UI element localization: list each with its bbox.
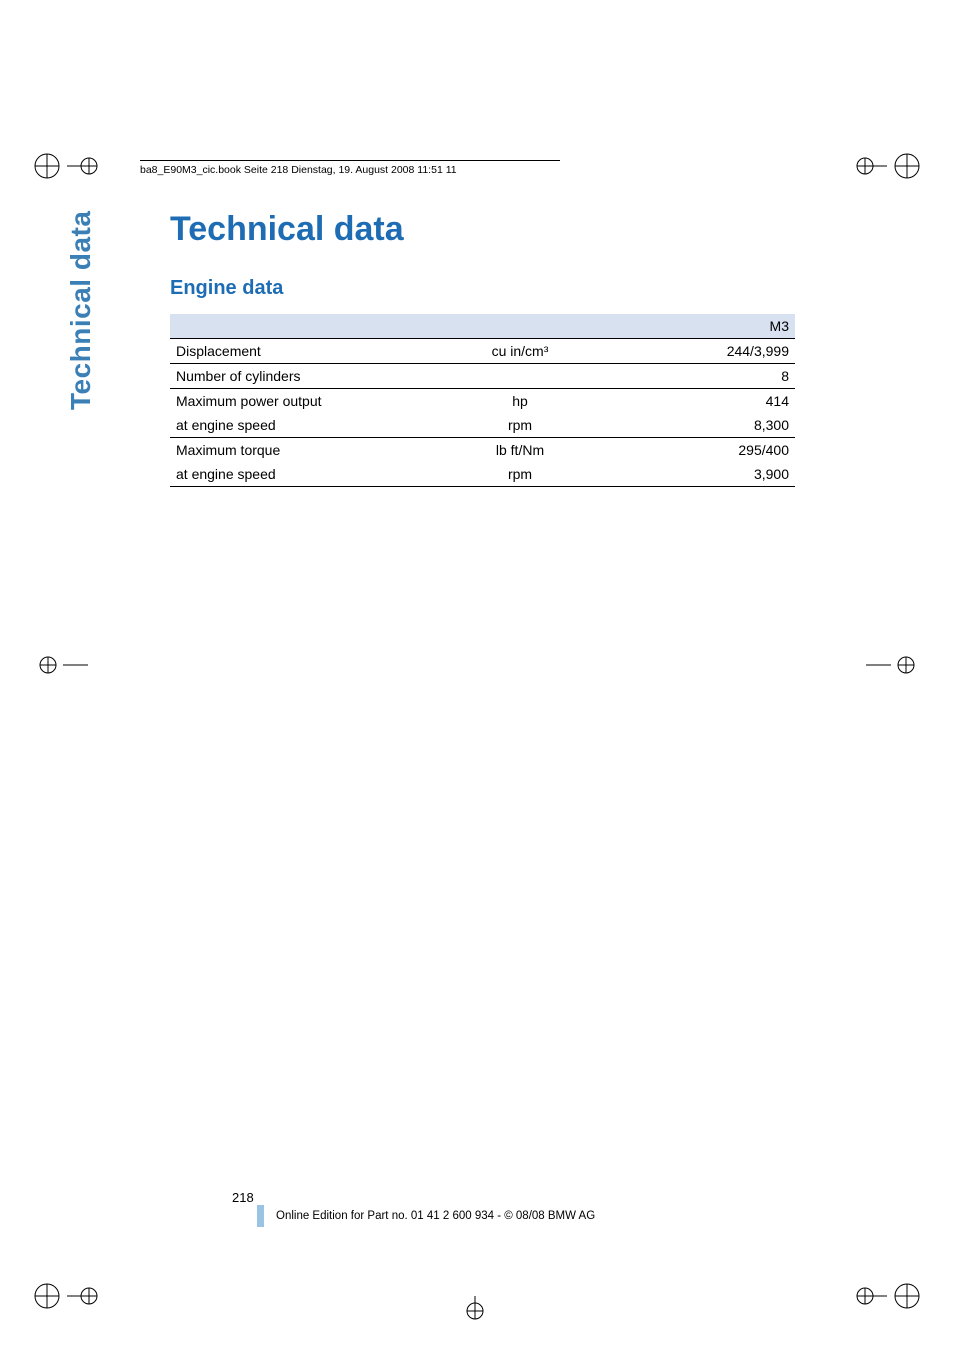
table-row: at engine speedrpm3,900 xyxy=(170,462,795,487)
running-head: ba8_E90M3_cic.book Seite 218 Dienstag, 1… xyxy=(140,164,457,176)
spec-label: Maximum torque xyxy=(170,438,445,463)
running-head-rule xyxy=(140,160,560,161)
table-row: Number of cylinders 8 xyxy=(170,364,795,389)
spec-label: at engine speed xyxy=(170,462,445,487)
spec-value: 8,300 xyxy=(595,413,795,438)
spec-unit: rpm xyxy=(445,462,595,487)
spec-label: at engine speed xyxy=(170,413,445,438)
table-row: at engine speedrpm8,300 xyxy=(170,413,795,438)
spec-unit: cu in/cm³ xyxy=(445,339,595,364)
page-number: 218 xyxy=(232,1190,254,1205)
regmark-top-right xyxy=(851,152,921,192)
spec-unit xyxy=(445,364,595,389)
regmark-bot-right xyxy=(851,1270,921,1310)
spec-value: 414 xyxy=(595,389,795,414)
spec-value: 244/3,999 xyxy=(595,339,795,364)
spec-label: Displacement xyxy=(170,339,445,364)
spec-label: Maximum power output xyxy=(170,389,445,414)
regmark-top-left xyxy=(33,152,103,192)
spec-value: 295/400 xyxy=(595,438,795,463)
page-number-accent xyxy=(257,1205,264,1227)
footer-text: Online Edition for Part no. 01 41 2 600 … xyxy=(276,1210,595,1222)
spec-value: 3,900 xyxy=(595,462,795,487)
spec-value: 8 xyxy=(595,364,795,389)
table-row: Maximum power outputhp414 xyxy=(170,389,795,414)
spec-label: Number of cylinders xyxy=(170,364,445,389)
spec-unit: rpm xyxy=(445,413,595,438)
regmark-mid-right xyxy=(861,650,921,680)
side-tab: Technical data xyxy=(65,211,97,410)
regmark-bot-center xyxy=(460,1296,490,1326)
table-column-header: M3 xyxy=(170,314,795,339)
engine-data-table: M3 Displacementcu in/cm³244/3,999Number … xyxy=(170,314,795,487)
regmark-mid-left xyxy=(33,650,93,680)
table-row: Displacementcu in/cm³244/3,999 xyxy=(170,339,795,364)
spec-unit: hp xyxy=(445,389,595,414)
table-row: Maximum torquelb ft/Nm295/400 xyxy=(170,438,795,463)
regmark-bot-left xyxy=(33,1270,103,1310)
section-heading: Engine data xyxy=(170,277,795,300)
page-title: Technical data xyxy=(170,210,795,249)
spec-unit: lb ft/Nm xyxy=(445,438,595,463)
